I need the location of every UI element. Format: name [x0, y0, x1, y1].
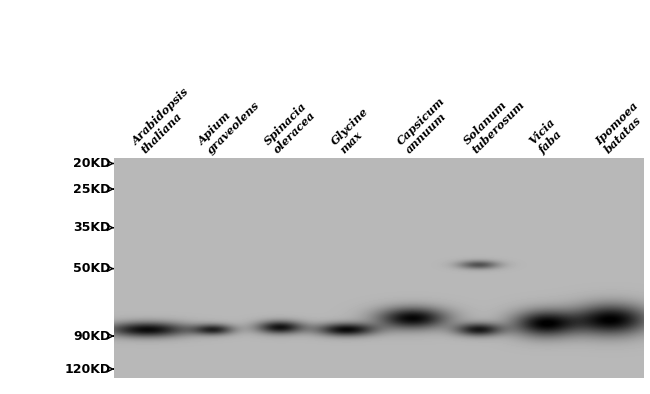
Text: Arabidopsis
thaliana: Arabidopsis thaliana [130, 85, 200, 156]
Text: 35KD: 35KD [73, 221, 110, 234]
Text: 20KD: 20KD [73, 157, 110, 170]
Text: Capsicum
annuum: Capsicum annuum [395, 95, 456, 156]
Text: 50KD: 50KD [73, 262, 110, 275]
Text: Vicia
faba: Vicia faba [527, 117, 567, 156]
Text: Spinacia
oleracea: Spinacia oleracea [263, 100, 318, 156]
Text: 120KD: 120KD [64, 362, 111, 375]
Text: Ipomoea
batatas: Ipomoea batatas [593, 100, 649, 156]
Text: 25KD: 25KD [73, 182, 110, 195]
Text: 90KD: 90KD [73, 329, 110, 342]
Text: Glycine
max: Glycine max [329, 105, 379, 156]
Text: Solanum
tuberosum: Solanum tuberosum [461, 90, 526, 156]
Text: Apium
graveolens: Apium graveolens [196, 90, 262, 156]
